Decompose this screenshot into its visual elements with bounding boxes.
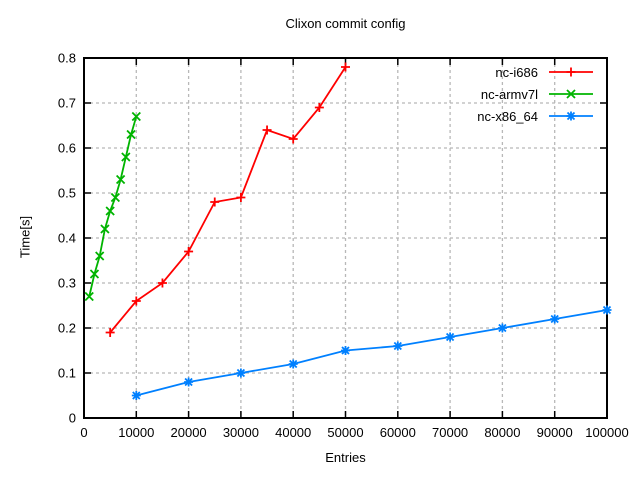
data-point-nc-x86_64 <box>341 346 350 355</box>
y-tick-label: 0.3 <box>58 276 76 291</box>
chart-legend: nc-i686 nc-armv7l nc-x86_64 <box>477 61 594 127</box>
y-tick-label: 0.2 <box>58 321 76 336</box>
series-line-nc-i686 <box>109 66 347 334</box>
x-axis-label: Entries <box>325 450 366 465</box>
x-tick-label: 60000 <box>380 425 416 440</box>
x-tick-label: 50000 <box>327 425 363 440</box>
data-point-nc-armv7l <box>84 291 94 302</box>
series-line-nc-armv7l <box>88 116 138 297</box>
x-tick-label: 40000 <box>275 425 311 440</box>
legend-label: nc-armv7l <box>480 86 538 102</box>
data-point-nc-i686 <box>288 134 298 144</box>
legend-marker <box>566 67 576 77</box>
series-line-nc-x86_64 <box>136 309 608 397</box>
data-point-nc-x86_64 <box>131 391 141 400</box>
x-tick-label: 80000 <box>484 425 520 440</box>
x-tick-label: 20000 <box>171 425 207 440</box>
data-point-nc-x86_64 <box>236 368 246 378</box>
data-point-nc-armv7l <box>95 251 105 261</box>
y-axis-label: Time[s] <box>17 215 33 259</box>
legend-item-nc-i686: nc-i686 <box>477 61 594 83</box>
legend-sample-nc-i686 <box>549 67 593 77</box>
y-tick-label: 0.6 <box>58 141 76 156</box>
y-tick-label: 0.4 <box>58 231 76 246</box>
data-point-nc-x86_64 <box>445 332 455 342</box>
data-point-nc-x86_64 <box>393 341 403 351</box>
legend-item-nc-x86_64: nc-x86_64 <box>477 105 594 127</box>
data-point-nc-armv7l <box>89 269 100 279</box>
data-point-nc-i686 <box>341 62 350 72</box>
data-point-nc-armv7l <box>126 129 136 140</box>
data-point-nc-armv7l <box>115 174 126 185</box>
x-tick-label: 30000 <box>223 425 259 440</box>
data-point-nc-x86_64 <box>184 377 194 387</box>
data-point-nc-armv7l <box>105 206 115 216</box>
x-tick-label: 90000 <box>537 425 573 440</box>
legend-item-nc-armv7l: nc-armv7l <box>477 83 594 105</box>
data-point-nc-i686 <box>314 103 324 112</box>
legend-label: nc-x86_64 <box>477 108 538 124</box>
data-point-nc-x86_64 <box>497 323 507 333</box>
y-tick-label: 0.8 <box>58 51 76 66</box>
data-point-nc-i686 <box>105 328 115 337</box>
data-point-nc-x86_64 <box>602 305 612 315</box>
x-tick-label: 70000 <box>432 425 468 440</box>
data-point-nc-armv7l <box>100 224 110 234</box>
data-point-nc-i686 <box>157 278 167 288</box>
x-tick-label: 100000 <box>585 425 628 440</box>
chart-title: Clixon commit config <box>285 16 406 31</box>
x-tick-label: 0 <box>80 425 87 440</box>
legend-sample-nc-armv7l <box>549 89 593 99</box>
data-point-nc-armv7l <box>110 192 121 203</box>
y-tick-label: 0.7 <box>58 96 76 111</box>
y-tick-label: 0 <box>69 411 76 426</box>
data-point-nc-armv7l <box>131 111 141 122</box>
data-point-nc-i686 <box>131 296 141 306</box>
data-point-nc-i686 <box>262 125 272 135</box>
data-point-nc-x86_64 <box>288 359 298 369</box>
y-tick-label: 0.5 <box>58 186 76 201</box>
data-point-nc-i686 <box>210 197 220 207</box>
legend-marker <box>566 111 576 121</box>
data-point-nc-x86_64 <box>550 314 560 324</box>
data-point-nc-i686 <box>184 247 194 256</box>
legend-label: nc-i686 <box>495 64 538 80</box>
legend-sample-nc-x86_64 <box>549 111 593 121</box>
legend-marker <box>566 89 576 99</box>
data-point-nc-i686 <box>236 193 246 202</box>
x-tick-label: 10000 <box>118 425 154 440</box>
y-tick-label: 0.1 <box>58 366 76 381</box>
data-point-nc-armv7l <box>121 152 131 162</box>
